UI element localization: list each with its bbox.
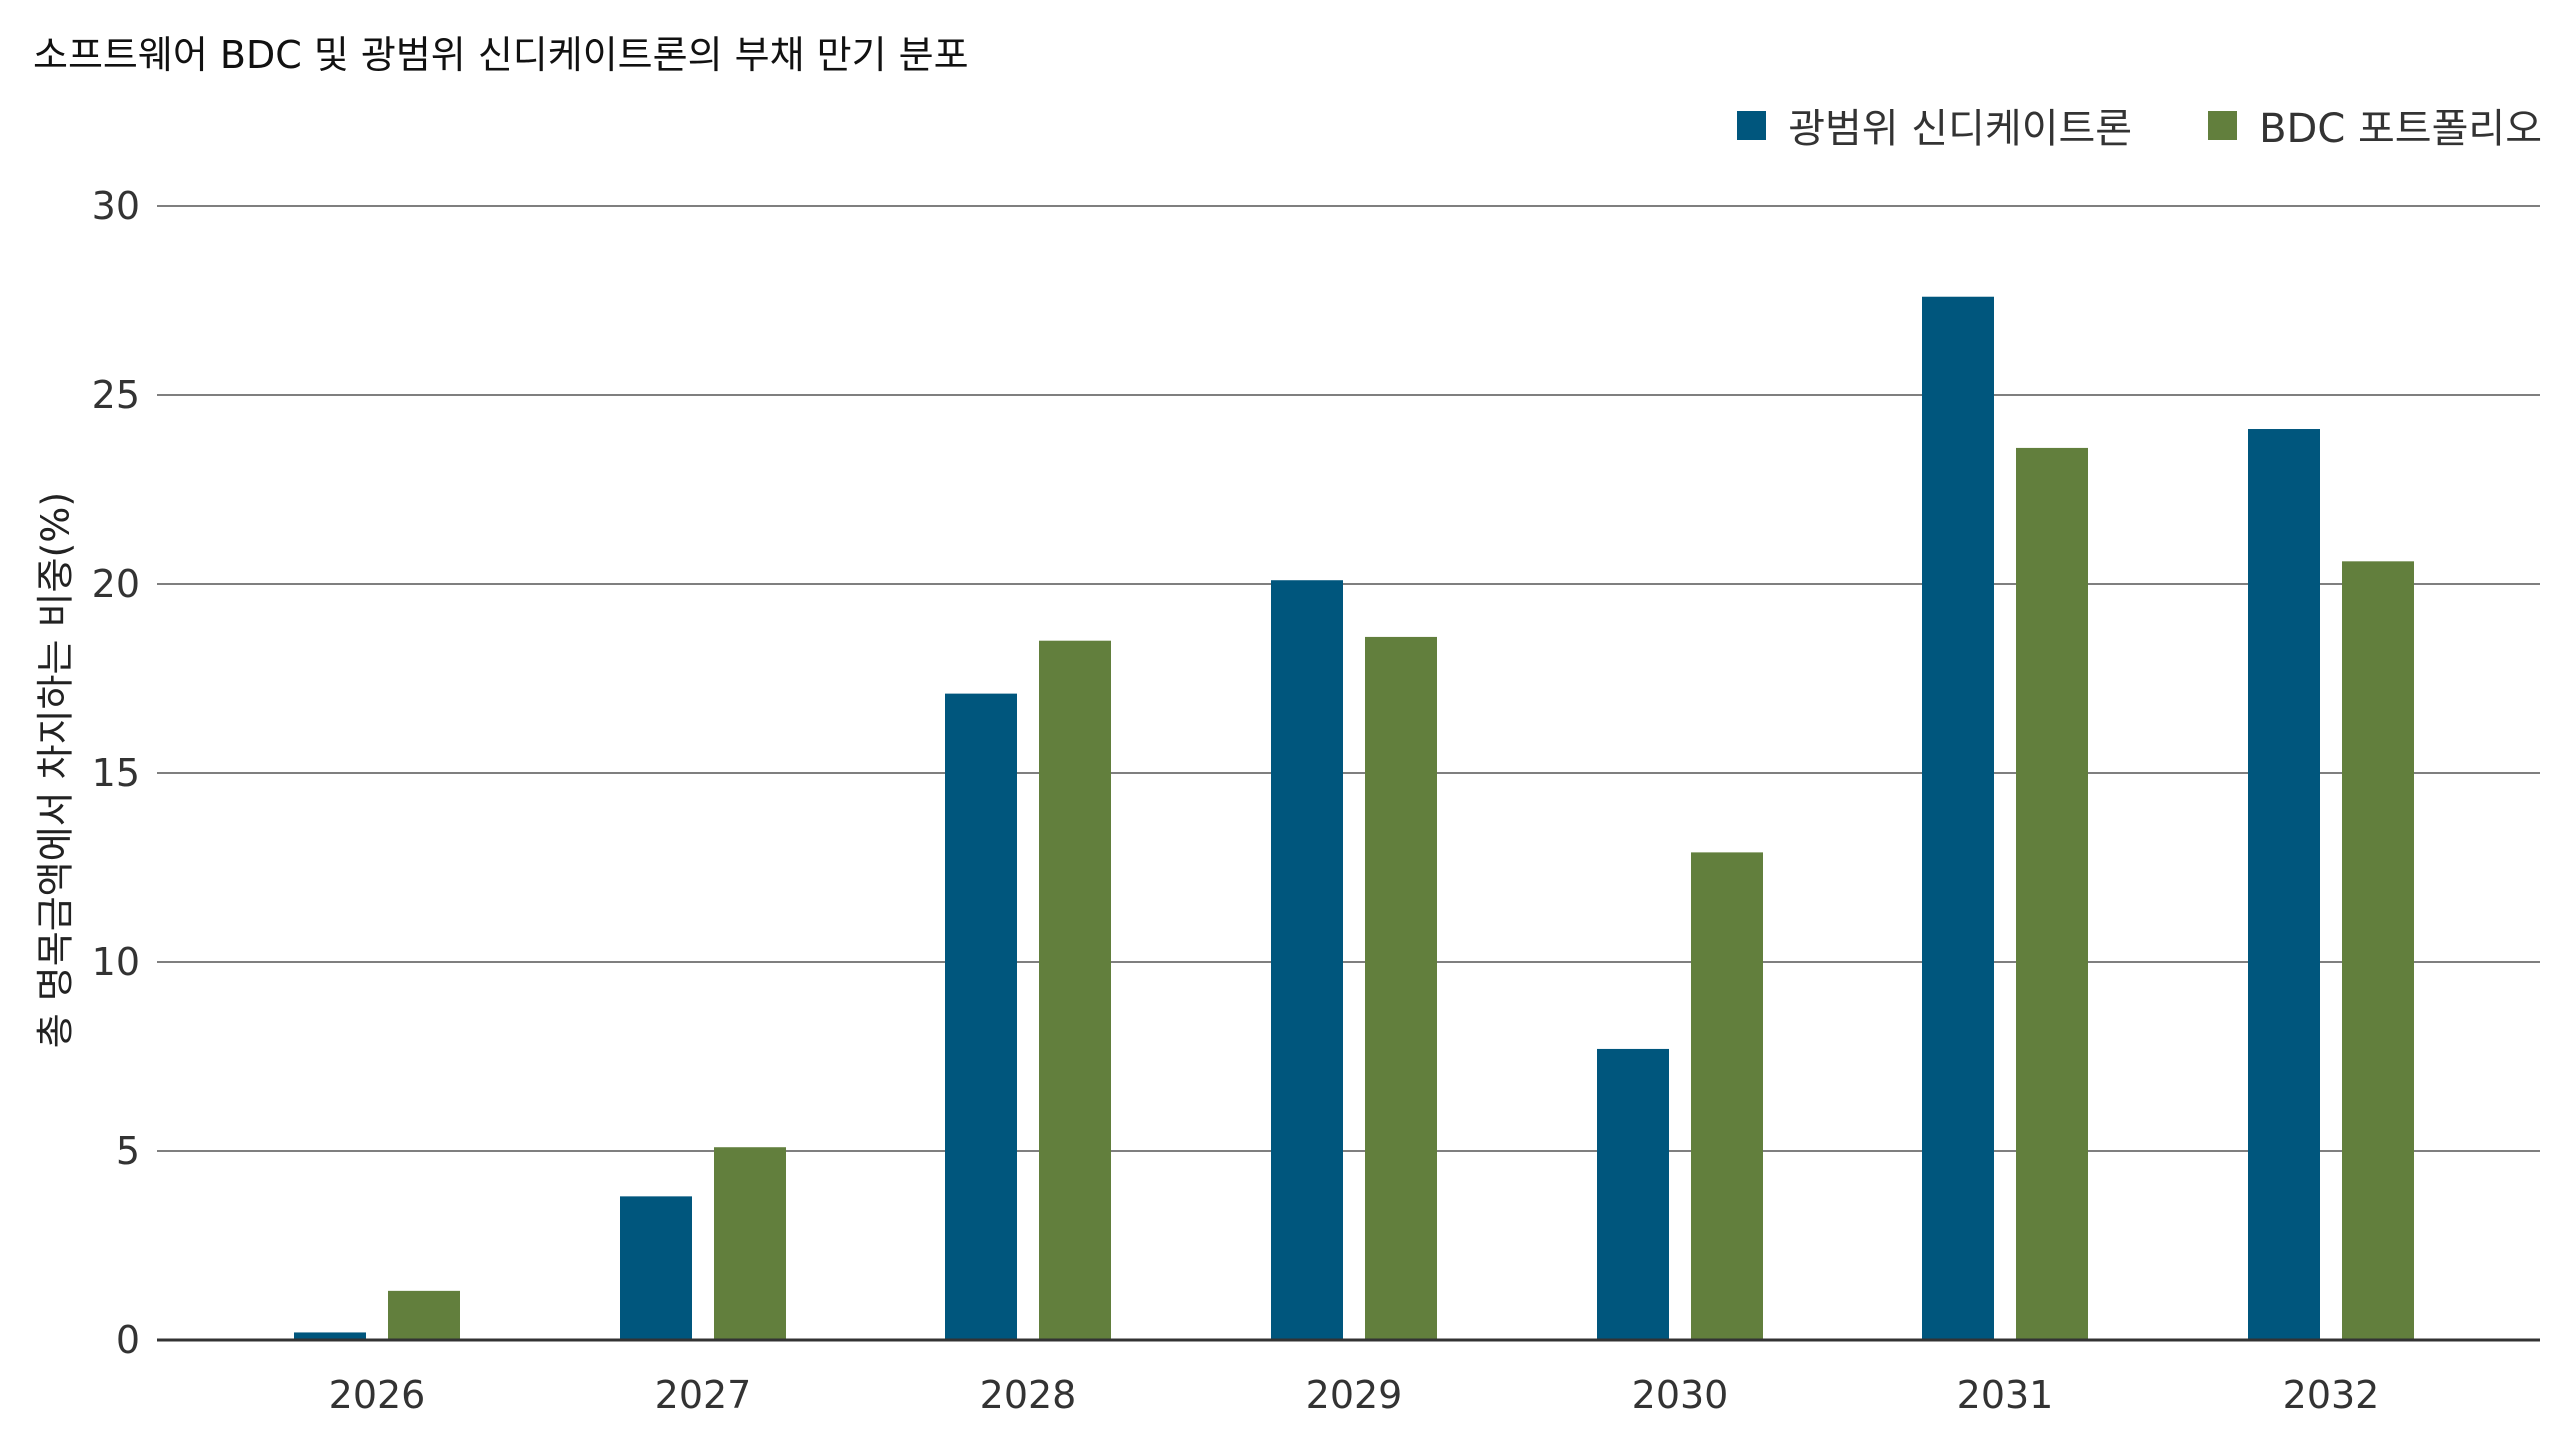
y-tick-label: 10	[92, 940, 140, 984]
x-tick-label: 2029	[1306, 1373, 1403, 1417]
x-tick-label: 2030	[1632, 1373, 1729, 1417]
legend-swatch-bdc-portfolio	[2208, 110, 2238, 140]
bar-bdc-portfolio-2028	[1039, 640, 1111, 1340]
legend-item-syndicated-loans: 광범위 신디케이트론	[1737, 96, 2132, 154]
bar-bdc-portfolio-2032	[2342, 561, 2414, 1340]
y-tick-label: 0	[116, 1318, 140, 1362]
bar-bdc-portfolio-2031	[2016, 447, 2088, 1340]
axes: 0 5 10 15 20 25 30 2026 2027 2028 2029 2030 2031 2032	[92, 184, 2540, 1417]
bar-bdc-portfolio-2026	[388, 1290, 460, 1340]
x-tick-label: 2032	[2283, 1373, 2380, 1417]
y-tick-label: 20	[92, 562, 140, 606]
legend-label-bdc-portfolio: BDC 포트폴리오	[2259, 106, 2542, 152]
x-tick-label: 2031	[1957, 1373, 2054, 1417]
y-tick-label: 30	[92, 184, 140, 228]
bar-bdc-portfolio-2027	[714, 1147, 786, 1340]
x-tick-label: 2027	[655, 1373, 752, 1417]
x-tick-label: 2028	[980, 1373, 1077, 1417]
bar-syndicated-loans-2027	[620, 1196, 692, 1340]
legend-label-syndicated-loans: 광범위 신디케이트론	[1788, 106, 2133, 152]
y-tick-label: 25	[92, 373, 140, 417]
chart-title: 소프트웨어 BDC 및 광범위 신디케이트론의 부채 만기 분포	[33, 33, 969, 77]
chart-legend: 광범위 신디케이트론 BDC 포트폴리오	[1661, 96, 2542, 154]
bar-syndicated-loans-2032	[2248, 429, 2320, 1340]
grid-lines	[157, 205, 2540, 1152]
bars	[294, 296, 2414, 1341]
legend-swatch-syndicated-loans	[1737, 110, 1767, 140]
bar-syndicated-loans-2031	[1922, 296, 1994, 1341]
bar-syndicated-loans-2029	[1271, 580, 1343, 1340]
x-tick-label: 2026	[329, 1373, 426, 1417]
bar-syndicated-loans-2026	[294, 1332, 366, 1340]
legend-item-bdc-portfolio: BDC 포트폴리오	[2208, 96, 2542, 154]
y-tick-label: 15	[92, 751, 140, 795]
bar-bdc-portfolio-2029	[1365, 636, 1437, 1340]
bar-bdc-portfolio-2030	[1691, 852, 1763, 1340]
y-tick-label: 5	[116, 1129, 140, 1173]
bar-syndicated-loans-2030	[1597, 1048, 1669, 1340]
bar-syndicated-loans-2028	[945, 693, 1017, 1340]
